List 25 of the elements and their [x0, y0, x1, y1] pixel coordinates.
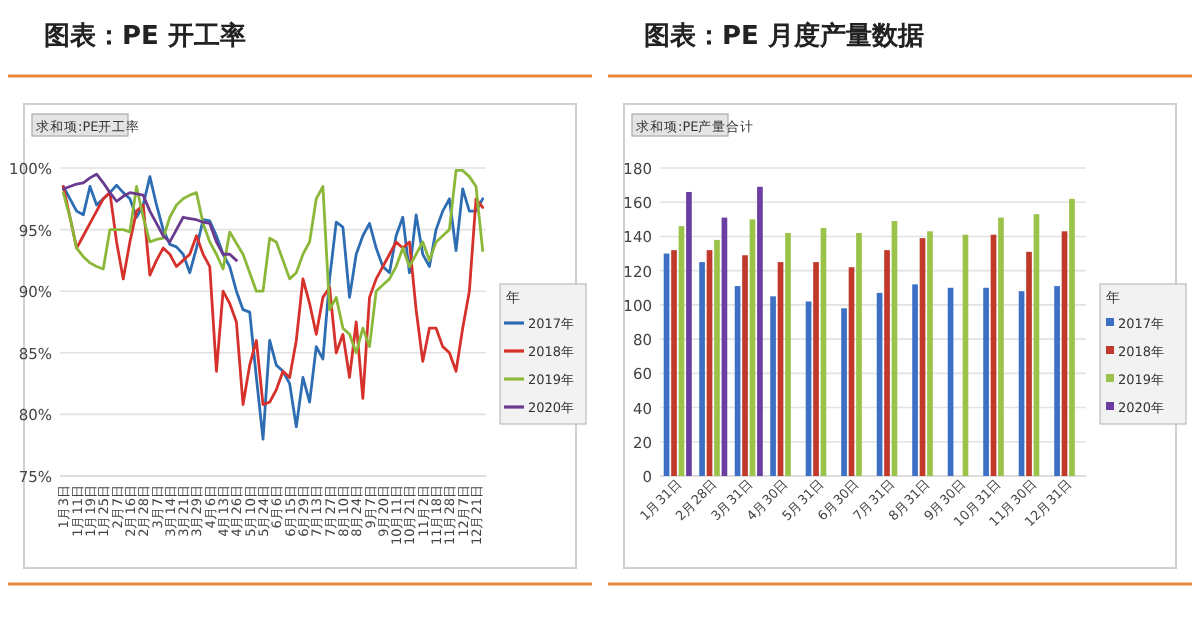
line-series	[61, 172, 238, 262]
chart-title: 图表：PE 月度产量数据	[644, 20, 924, 52]
bar	[1054, 286, 1060, 476]
bar	[998, 217, 1004, 476]
line-series	[61, 175, 485, 441]
line-series	[61, 169, 485, 355]
bar	[841, 308, 847, 476]
bar	[1026, 251, 1032, 476]
bar	[714, 239, 720, 476]
chart-title: 图表：PE 开工率	[44, 20, 246, 52]
bar	[927, 231, 933, 476]
bar	[671, 250, 677, 476]
bar	[856, 233, 862, 476]
bar	[785, 233, 791, 476]
bar	[742, 255, 748, 476]
bar	[699, 262, 705, 476]
bar	[1069, 198, 1075, 476]
bar	[770, 296, 776, 476]
bar	[757, 186, 763, 476]
bar	[983, 287, 989, 476]
bar	[884, 250, 890, 476]
bar	[813, 262, 819, 476]
bar	[912, 284, 918, 476]
bar	[686, 191, 692, 476]
line-series	[61, 185, 485, 406]
